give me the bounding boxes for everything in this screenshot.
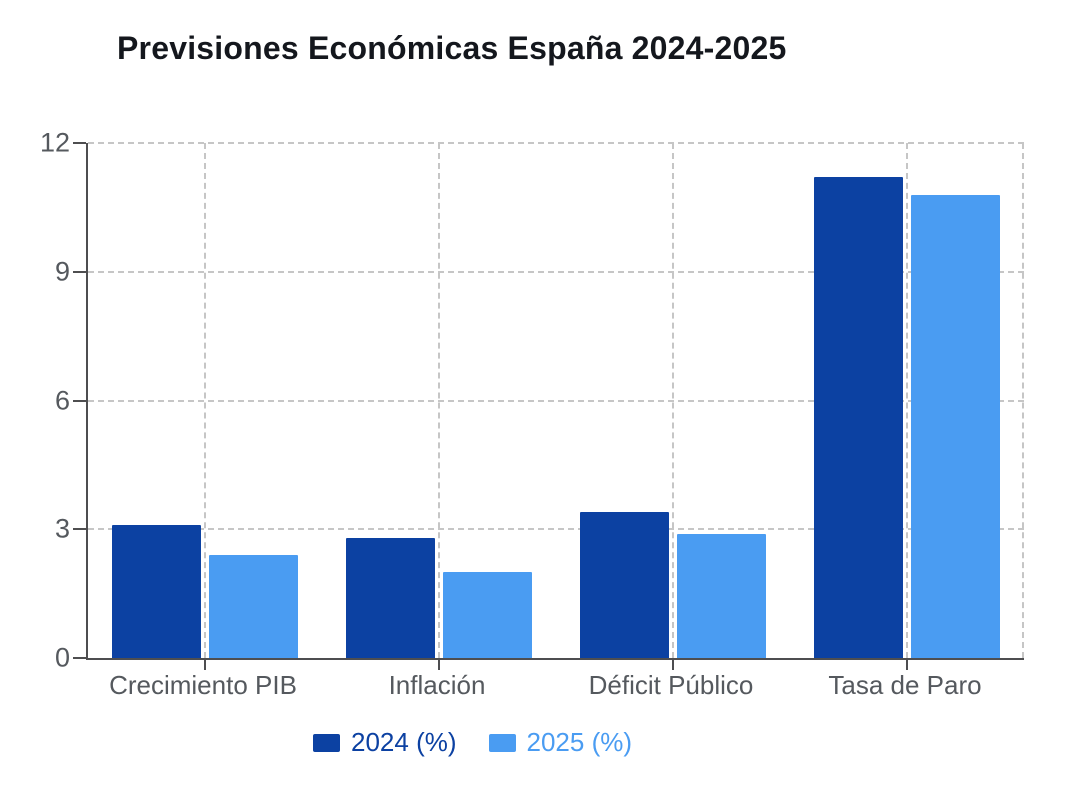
x-axis-tick	[906, 660, 908, 670]
vertical-gridline	[906, 143, 908, 658]
horizontal-gridline	[88, 528, 1024, 531]
y-axis-tick	[73, 657, 86, 659]
y-axis-tick	[73, 399, 86, 402]
y-axis-tick-label: 9	[54, 256, 70, 287]
bar-2025-déficit-público	[677, 533, 766, 658]
x-axis-category-label: Inflación	[388, 670, 486, 700]
x-axis-category-label: Tasa de Paro	[828, 670, 982, 700]
y-axis-tick-label: 0	[54, 642, 70, 673]
x-axis-category-label: Crecimiento PIB	[109, 670, 297, 700]
bar-2025-crecimiento-pib	[209, 555, 298, 658]
legend: 2024 (%) 2025 (%)	[313, 727, 632, 758]
y-axis-tick-labels: 0 3 6 9 12	[0, 128, 70, 673]
legend-item: 2024 (%)	[313, 727, 457, 758]
horizontal-gridline	[88, 399, 1024, 402]
bar-2025-tasa-de-paro	[911, 194, 1000, 658]
bar-2025-inflación	[443, 572, 532, 658]
y-axis-tick-label: 3	[54, 513, 70, 544]
horizontal-gridline	[88, 270, 1024, 273]
y-axis-tick	[73, 142, 86, 144]
y-axis-tick	[73, 270, 86, 273]
x-axis-tick	[672, 660, 674, 670]
vertical-gridline	[204, 143, 206, 658]
legend-label: 2025 (%)	[526, 727, 633, 757]
bar-2024-déficit-público	[580, 512, 669, 658]
y-axis-tick	[73, 528, 86, 531]
y-axis-tick-label: 12	[39, 127, 70, 158]
plot-area	[73, 142, 1024, 670]
vertical-gridline	[1022, 143, 1024, 658]
x-axis-tick	[204, 660, 206, 670]
vertical-gridline	[672, 143, 674, 658]
legend-label: 2024 (%)	[351, 727, 457, 757]
x-axis-tick	[438, 660, 440, 670]
legend-swatch	[313, 733, 340, 752]
x-axis-category-label: Déficit Público	[588, 670, 754, 700]
bar-2024-crecimiento-pib	[112, 524, 201, 658]
legend-item: 2025 (%)	[488, 727, 633, 758]
vertical-gridline	[438, 143, 440, 658]
bar-2024-tasa-de-paro	[814, 177, 903, 658]
chart-title: Previsiones Económicas España 2024-2025	[117, 30, 787, 66]
horizontal-gridline	[88, 142, 1024, 144]
legend-swatch	[488, 733, 516, 752]
bar-2024-inflación	[346, 537, 435, 658]
y-axis-tick-label: 6	[54, 385, 70, 415]
